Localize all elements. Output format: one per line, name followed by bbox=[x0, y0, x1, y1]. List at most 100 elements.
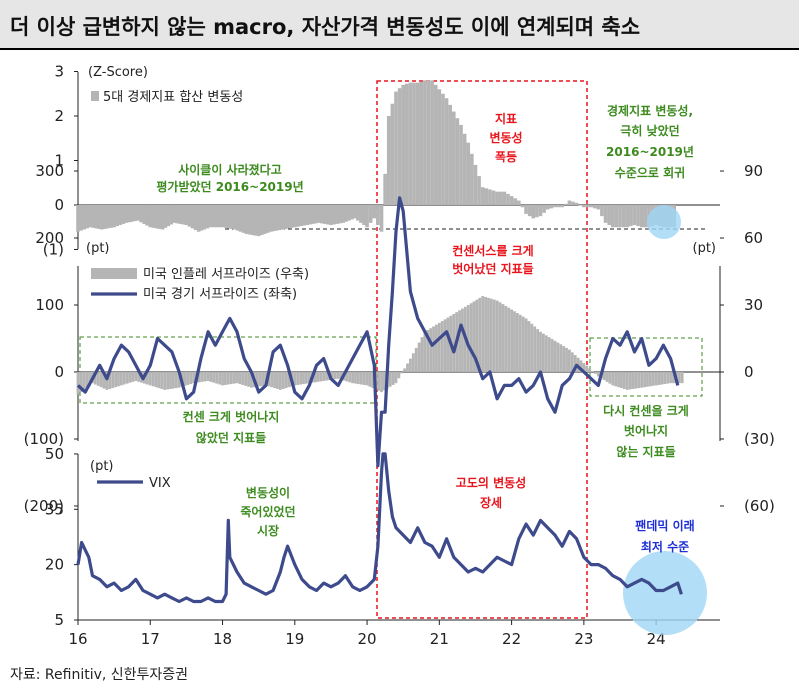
panel2-right-green-box bbox=[589, 337, 703, 397]
inflation-surprise-bar bbox=[383, 372, 386, 391]
macro-volatility-bar bbox=[253, 205, 258, 236]
xtick-label: 17 bbox=[141, 630, 160, 648]
inflation-surprise-bar bbox=[359, 372, 363, 385]
panel3-legend-label: VIX bbox=[149, 476, 171, 491]
inflation-surprise-bar bbox=[117, 372, 120, 387]
xtick-label: 18 bbox=[213, 630, 232, 648]
macro-volatility-bar bbox=[419, 81, 424, 205]
inflation-surprise-bar bbox=[99, 372, 103, 388]
macro-volatility-bar bbox=[625, 205, 630, 228]
inflation-surprise-bar bbox=[224, 372, 227, 385]
inflation-surprise-bar bbox=[368, 372, 372, 387]
inflation-surprise-bar bbox=[88, 372, 91, 386]
macro-volatility-bar bbox=[578, 205, 583, 206]
inflation-surprise-bar bbox=[319, 372, 323, 382]
inflation-surprise-bar bbox=[235, 372, 239, 384]
macro-volatility-bar bbox=[238, 205, 243, 232]
inflation-surprise-bar bbox=[200, 372, 204, 382]
panel3-annot-dead-3: 시장 bbox=[257, 524, 279, 538]
inflation-surprise-bar bbox=[354, 372, 357, 384]
inflation-surprise-bar bbox=[351, 372, 355, 384]
panel2-ytick-left-label: 300 bbox=[35, 162, 64, 180]
panel2-ytick-right-label: (60) bbox=[744, 497, 775, 515]
inflation-surprise-bar bbox=[403, 368, 407, 372]
source-note: 자료: Refinitiv, 신한투자증권 bbox=[10, 667, 189, 683]
macro-volatility-bar bbox=[491, 190, 496, 205]
macro-volatility-bar bbox=[365, 205, 369, 228]
inflation-surprise-bar bbox=[409, 358, 412, 372]
inflation-surprise-bar bbox=[646, 372, 649, 387]
macro-volatility-bar bbox=[506, 193, 510, 205]
macro-volatility-bar bbox=[455, 118, 460, 205]
title-bar: 더 이상 급변하지 않는 macro, 자산가격 변동성도 이에 연계되며 축소 bbox=[0, 0, 799, 50]
macro-volatility-bar bbox=[94, 205, 98, 229]
macro-volatility-bar bbox=[217, 205, 222, 228]
macro-volatility-bar bbox=[250, 205, 255, 236]
inflation-surprise-bar bbox=[356, 372, 360, 385]
inflation-surprise-bar bbox=[617, 372, 620, 388]
macro-volatility-bar bbox=[441, 93, 445, 205]
inflation-surprise-bar bbox=[669, 372, 672, 384]
inflation-surprise-bar bbox=[475, 299, 479, 372]
macro-volatility-bar bbox=[488, 189, 492, 205]
inflation-surprise-bar bbox=[547, 337, 551, 372]
macro-volatility-bar bbox=[350, 205, 354, 220]
panel1-annot-return-4: 수준으로 회귀 bbox=[615, 165, 685, 180]
inflation-surprise-bar bbox=[446, 317, 450, 372]
inflation-surprise-bar bbox=[284, 372, 288, 389]
macro-volatility-bar bbox=[356, 205, 360, 221]
inflation-surprise-bar bbox=[79, 372, 83, 393]
inflation-surprise-bar bbox=[105, 372, 109, 390]
macro-volatility-bar bbox=[564, 203, 568, 205]
panel2-ylabel-right: (pt) bbox=[693, 241, 717, 256]
macro-volatility-bar bbox=[157, 205, 162, 229]
inflation-surprise-bar bbox=[255, 372, 259, 387]
inflation-surprise-bar bbox=[218, 372, 222, 385]
inflation-surprise-bar bbox=[565, 347, 568, 372]
panel3-annot-high-2: 장세 bbox=[480, 495, 502, 510]
panel2-ytick-left-label: (100) bbox=[24, 430, 64, 448]
inflation-surprise-bar bbox=[625, 372, 629, 390]
panel2-ytick-right-label: (30) bbox=[744, 430, 775, 448]
inflation-surprise-bar bbox=[134, 372, 138, 381]
inflation-surprise-bar bbox=[145, 372, 149, 385]
macro-volatility-bar bbox=[451, 111, 456, 205]
macro-volatility-bar bbox=[571, 201, 575, 205]
inflation-surprise-bar bbox=[536, 329, 540, 372]
inflation-surprise-bar bbox=[585, 365, 589, 372]
macro-volatility-bar bbox=[473, 164, 478, 205]
inflation-surprise-bar bbox=[362, 372, 366, 385]
macro-volatility-bar bbox=[311, 205, 315, 224]
panel2-annot-again-1: 다시 컨센을 크게 bbox=[603, 403, 689, 418]
inflation-surprise-bar bbox=[247, 372, 250, 387]
inflation-surprise-bar bbox=[562, 346, 566, 372]
inflation-surprise-bar bbox=[414, 347, 418, 372]
macro-volatility-bar bbox=[280, 205, 285, 230]
panel1-ytick-label: 3 bbox=[54, 63, 64, 81]
panel2-ytick-left-label: 100 bbox=[35, 296, 64, 314]
inflation-surprise-bar bbox=[406, 363, 409, 372]
inflation-surprise-bar bbox=[348, 372, 352, 383]
inflation-surprise-bar bbox=[524, 318, 528, 372]
inflation-surprise-bar bbox=[556, 342, 560, 372]
inflation-surprise-bar bbox=[154, 372, 158, 388]
macro-volatility-bar bbox=[477, 176, 481, 205]
macro-volatility-bar bbox=[121, 205, 126, 224]
inflation-surprise-bar bbox=[417, 342, 421, 372]
inflation-surprise-bar bbox=[568, 349, 571, 372]
macro-volatility-bar bbox=[408, 82, 413, 205]
inflation-surprise-bar bbox=[605, 372, 609, 382]
macro-volatility-bar bbox=[344, 205, 348, 222]
macro-volatility-bar bbox=[241, 205, 246, 233]
macro-volatility-panel: 3 2 1 0 (1) (Z-Score) 5대 경제지표 합산 변동성 사이클이 사라… bbox=[43, 63, 720, 259]
macro-volatility-bar bbox=[553, 205, 557, 208]
inflation-surprise-bar bbox=[573, 355, 577, 372]
macro-volatility-bar bbox=[390, 103, 395, 205]
inflation-surprise-bar bbox=[212, 372, 216, 383]
macro-volatility-bar bbox=[247, 205, 252, 235]
inflation-surprise-bar bbox=[258, 372, 262, 387]
inflation-surprise-bar bbox=[96, 372, 100, 386]
inflation-surprise-bar bbox=[533, 326, 537, 372]
inflation-surprise-bar bbox=[388, 372, 392, 387]
